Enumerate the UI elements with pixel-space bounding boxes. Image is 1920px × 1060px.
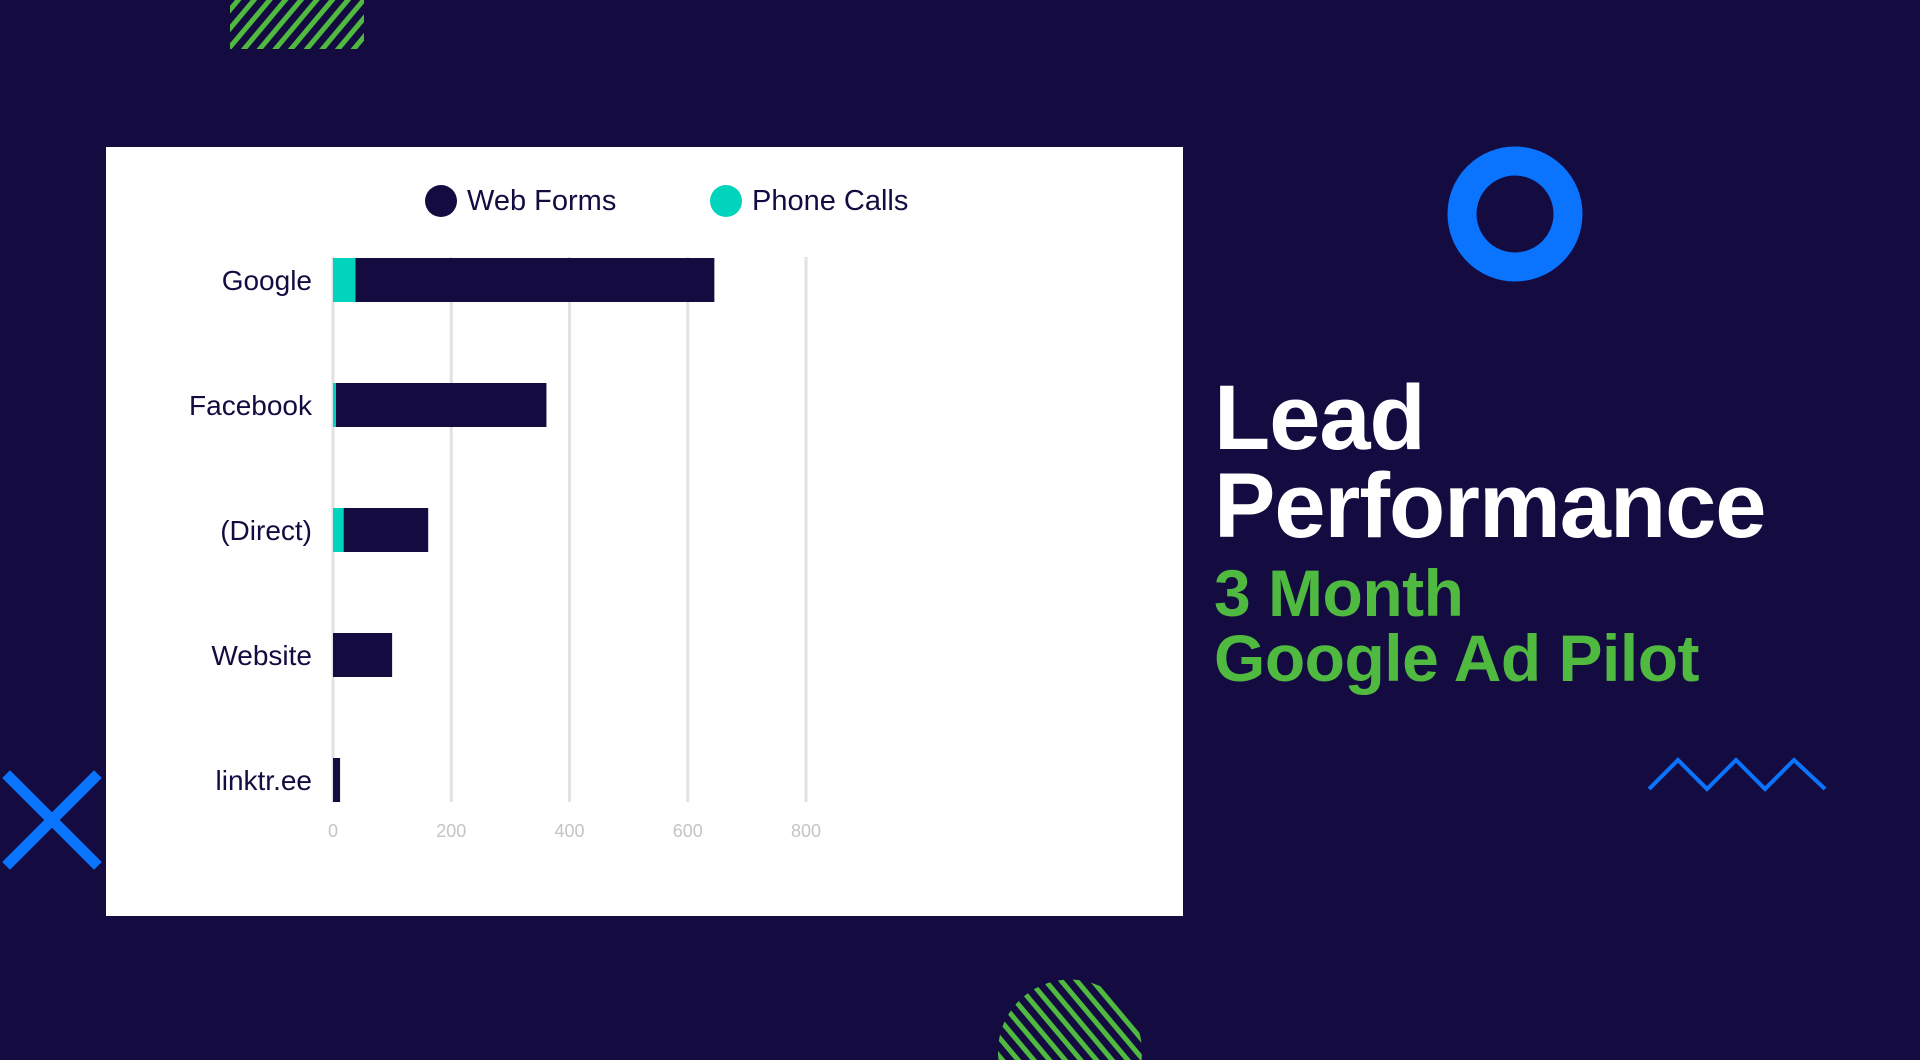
- bar-web-forms: [343, 508, 429, 552]
- bar-web-forms: [333, 633, 393, 677]
- zigzag-decoration: [1647, 757, 1827, 792]
- x-tick-label: 800: [791, 821, 821, 841]
- subtitle-line-2: Google Ad Pilot: [1214, 621, 1700, 695]
- x-tick-label: 600: [673, 821, 703, 841]
- bar-phone-calls: [333, 383, 336, 427]
- legend-marker: [425, 185, 457, 217]
- bar-web-forms: [355, 258, 715, 302]
- title-line-2: Performance: [1214, 455, 1766, 557]
- category-label: (Direct): [220, 515, 312, 546]
- bar-web-forms: [333, 758, 341, 802]
- subtitle-line-1: 3 Month: [1214, 556, 1464, 630]
- x-tick-label: 0: [328, 821, 338, 841]
- category-label: linktr.ee: [216, 765, 313, 796]
- x-tick-label: 200: [436, 821, 466, 841]
- category-label: Facebook: [189, 390, 313, 421]
- category-label: Google: [222, 265, 312, 296]
- striped-rectangle-decoration: [230, 0, 364, 49]
- chart-card: 0 200 400 600 800 Web Forms Phone Calls Google F…: [106, 147, 1183, 916]
- x-decoration: [2, 770, 102, 870]
- bar-phone-calls: [333, 258, 356, 302]
- legend-label: Web Forms: [467, 185, 616, 217]
- legend-marker: [710, 185, 742, 217]
- bar-web-forms: [335, 383, 547, 427]
- x-tick-label: 400: [554, 821, 584, 841]
- title-line-1: Lead: [1214, 367, 1426, 469]
- bar-phone-calls: [333, 508, 344, 552]
- bar-chart: 0 200 400 600 800 Web Forms Phone Calls Google F…: [189, 185, 908, 841]
- ring-decoration: [1447, 146, 1583, 282]
- legend-label: Phone Calls: [752, 185, 908, 217]
- striped-semicircle-decoration: [998, 979, 1142, 1060]
- category-label: Website: [211, 640, 312, 671]
